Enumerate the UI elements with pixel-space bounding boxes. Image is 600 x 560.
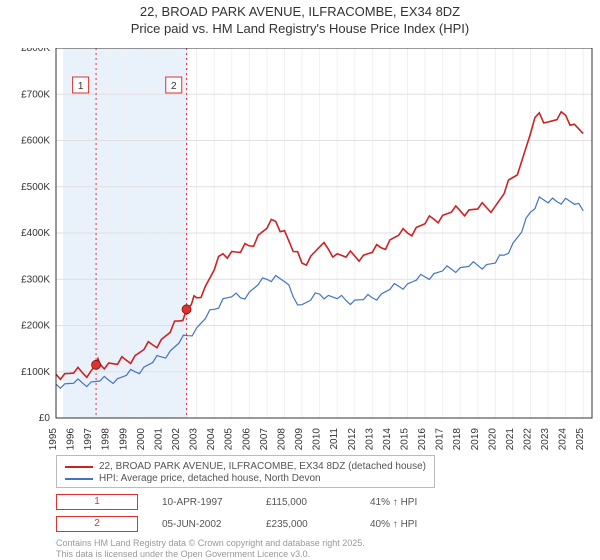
x-tick-label: 2020: [487, 428, 498, 451]
sale-marker-dot: [92, 360, 101, 369]
x-tick-label: 2011: [329, 428, 340, 450]
x-tick-label: 2001: [153, 428, 164, 451]
sale-marker-icon: 1: [56, 494, 138, 510]
x-tick-label: 1995: [48, 428, 59, 451]
x-tick-label: 1996: [66, 428, 77, 451]
x-tick-label: 2004: [206, 428, 217, 451]
y-tick-label: £800K: [21, 48, 50, 54]
x-tick-label: 2014: [382, 428, 393, 451]
sale-marker-icon: 2: [56, 516, 138, 532]
x-tick-label: 2021: [505, 428, 516, 451]
x-tick-label: 2018: [452, 428, 463, 451]
x-tick-label: 2017: [435, 428, 446, 451]
sale-delta: 40% ↑ HPI: [370, 519, 450, 530]
y-tick-label: £400K: [21, 228, 50, 239]
legend-label-1: HPI: Average price, detached house, Nort…: [99, 473, 321, 484]
x-tick-label: 2006: [241, 428, 252, 451]
sale-price: £115,000: [266, 497, 346, 508]
x-tick-label: 2008: [276, 428, 287, 451]
y-tick-label: £200K: [21, 321, 50, 332]
attribution: Contains HM Land Registry data © Crown c…: [56, 538, 450, 560]
x-tick-label: 2007: [259, 428, 270, 451]
swatch-line-blue: [65, 478, 93, 480]
attribution-line-1: Contains HM Land Registry data © Crown c…: [56, 538, 450, 549]
legend-item-1: HPI: Average price, detached house, Nort…: [65, 473, 426, 484]
sale-date: 05-JUN-2002: [162, 519, 242, 530]
y-tick-label: £600K: [21, 136, 50, 147]
y-tick-label: £300K: [21, 274, 50, 285]
title-line-1: 22, BROAD PARK AVENUE, ILFRACOMBE, EX34 …: [0, 4, 600, 21]
series-legend: 22, BROAD PARK AVENUE, ILFRACOMBE, EX34 …: [56, 455, 435, 488]
x-tick-label: 2003: [189, 428, 200, 451]
x-tick-label: 2025: [575, 428, 586, 451]
chart-area: 1995 1996 1997 1998 1999 2000 2001 2002 2003 2004…: [0, 48, 600, 472]
marker-label-text: 2: [171, 81, 177, 92]
x-tick-label: 2024: [558, 428, 569, 451]
sale-row: 1 10-APR-1997 £115,000 41% ↑ HPI: [56, 494, 450, 510]
x-tick-label: 2005: [224, 428, 235, 451]
x-tick-label: 2022: [522, 428, 533, 451]
x-tick-label: 2010: [312, 428, 323, 451]
swatch-line-red: [65, 466, 93, 468]
legend-label-0: 22, BROAD PARK AVENUE, ILFRACOMBE, EX34 …: [99, 461, 426, 472]
chart-title: 22, BROAD PARK AVENUE, ILFRACOMBE, EX34 …: [0, 4, 600, 38]
y-tick-label: £100K: [21, 367, 50, 378]
x-tick-label: 2016: [417, 428, 428, 451]
x-tick-label: 1999: [118, 428, 129, 451]
sale-marker-dot: [182, 305, 191, 314]
sale-date: 10-APR-1997: [162, 497, 242, 508]
sale-row: 2 05-JUN-2002 £235,000 40% ↑ HPI: [56, 516, 450, 532]
y-tick-label: £500K: [21, 182, 50, 193]
title-line-2: Price paid vs. HM Land Registry's House …: [0, 21, 600, 38]
x-tick-label: 2023: [540, 428, 551, 451]
x-tick-label: 2002: [171, 428, 182, 451]
attribution-line-2: This data is licensed under the Open Gov…: [56, 549, 450, 560]
y-tick-label: £700K: [21, 89, 50, 100]
x-tick-label: 2019: [470, 428, 481, 451]
x-tick-label: 1998: [101, 428, 112, 451]
x-tick-label: 1997: [83, 428, 94, 451]
legend-item-0: 22, BROAD PARK AVENUE, ILFRACOMBE, EX34 …: [65, 461, 426, 472]
x-tick-label: 2015: [399, 428, 410, 451]
y-tick-label: £0: [39, 413, 51, 424]
sale-delta: 41% ↑ HPI: [370, 497, 450, 508]
sale-price: £235,000: [266, 519, 346, 530]
legend-panel: 22, BROAD PARK AVENUE, ILFRACOMBE, EX34 …: [56, 455, 450, 560]
x-tick-label: 2012: [347, 428, 358, 451]
x-tick-label: 2000: [136, 428, 147, 451]
marker-label-text: 1: [78, 81, 84, 92]
x-tick-label: 2009: [294, 428, 305, 451]
x-tick-label: 2013: [364, 428, 375, 451]
